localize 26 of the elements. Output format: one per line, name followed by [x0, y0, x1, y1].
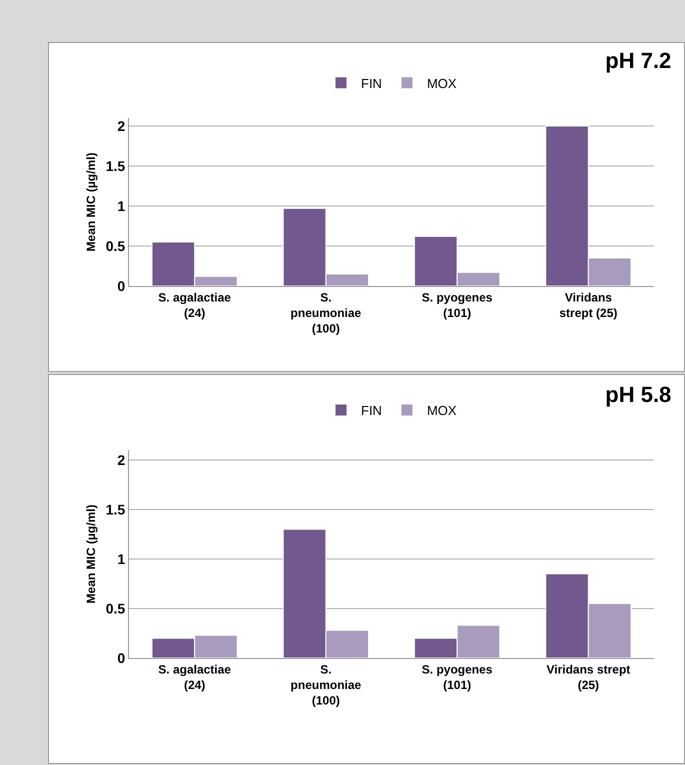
- y-axis-title: Mean MIC (µg/ml): [84, 504, 98, 604]
- legend-label: MOX: [426, 76, 457, 91]
- x-tick-label: S. agalactiae (24): [158, 290, 232, 320]
- legend-label: MOX: [426, 403, 457, 418]
- y-tick-label: 1: [117, 198, 126, 214]
- y-tick-label: 1.5: [106, 158, 126, 174]
- y-axis-title: Mean MIC (µg/ml): [84, 152, 98, 252]
- x-tick-label: Viridans strept (25): [546, 662, 630, 692]
- x-tick-label: Viridans strept (25): [559, 290, 618, 320]
- x-tick-label: S. pneumoniae (100): [290, 662, 362, 708]
- y-tick-label: 1.5: [106, 501, 126, 518]
- y-tick-label: 2: [117, 118, 126, 134]
- y-tick-label: 0.5: [106, 600, 126, 616]
- y-tick-label: 1: [117, 550, 126, 567]
- chart-title: pH 5.8: [605, 382, 672, 408]
- x-tick-label: S. pneumoniae (100): [290, 290, 362, 336]
- legend-label: FIN: [361, 403, 382, 418]
- x-tick-label: S. agalactiae (24): [158, 662, 232, 692]
- y-tick-label: 2: [117, 452, 126, 468]
- y-tick-label: 0.5: [106, 238, 126, 254]
- y-tick-label: 0: [117, 650, 126, 666]
- x-tick-label: S. pyogenes (101): [422, 662, 493, 692]
- x-tick-label: S. pyogenes (101): [422, 290, 493, 320]
- legend-label: FIN: [361, 76, 382, 91]
- chart-title: pH 7.2: [605, 48, 672, 74]
- y-tick-label: 0: [117, 278, 126, 294]
